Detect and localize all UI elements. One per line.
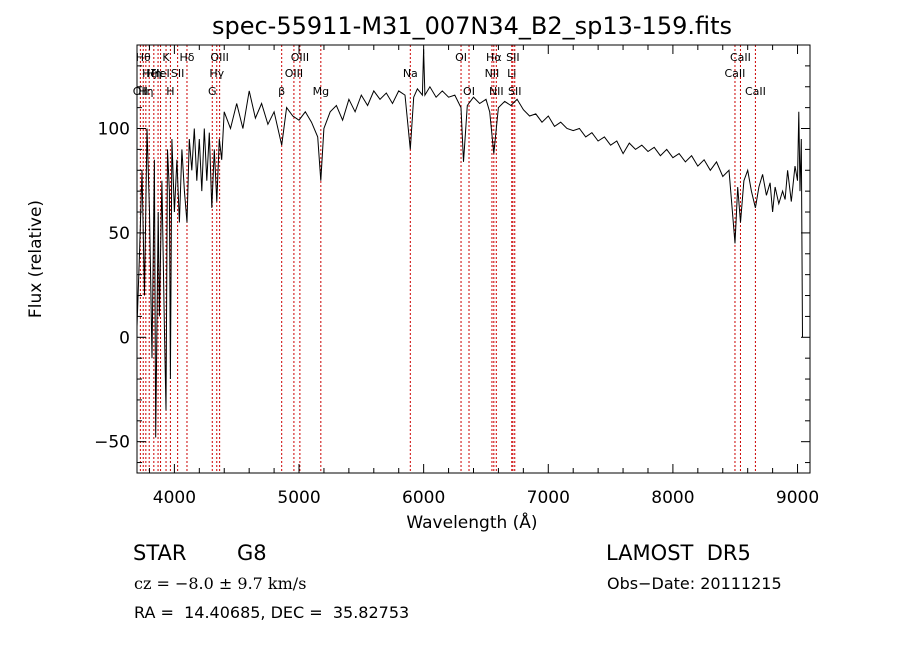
line-marker-label: SII [506, 51, 519, 64]
line-marker-label: SII [171, 67, 184, 80]
x-tick-label: 6000 [402, 488, 445, 508]
line-marker-label: HeI [151, 67, 169, 80]
survey-name: LAMOST DR5 [606, 541, 751, 565]
line-marker-label: OI [463, 85, 475, 98]
line-marker-label: Na [403, 67, 418, 80]
y-tick-label: 0 [119, 328, 130, 348]
line-marker-label: Hδ [179, 51, 194, 64]
line-marker-label: Hε [151, 67, 165, 80]
x-tick-label: 7000 [527, 488, 570, 508]
x-tick-label: 8000 [651, 488, 694, 508]
line-marker-label: Hη [146, 67, 161, 80]
line-marker-label: G [208, 85, 217, 98]
line-marker-label: β [278, 85, 285, 98]
line-marker-label: OI [455, 51, 467, 64]
spectrum-line [136, 49, 803, 438]
x-axis-ticks: 4000 5000 6000 7000 8000 9000 [148, 45, 819, 508]
x-tick-label: 9000 [776, 488, 819, 508]
line-marker-label: Li [507, 67, 516, 80]
observation-date: Obs−Date: 20111215 [607, 574, 782, 593]
line-marker-label: OIII [210, 51, 228, 64]
line-marker-label: CaII [730, 51, 751, 64]
x-axis-label: Wavelength (Å) [406, 511, 537, 533]
object-subclass: G8 [237, 541, 267, 565]
emission-line-labels: OIIHθHηHζHηHεHeIKHSIIHδGHγOIIIβOIIIOIIIM… [133, 51, 766, 98]
line-marker-label: Hζ [142, 67, 156, 80]
y-tick-label: 50 [108, 224, 130, 244]
line-marker-label: NII [485, 67, 500, 80]
line-marker-label: Mg [313, 85, 329, 98]
line-marker-label: CaII [725, 67, 746, 80]
coordinates: RA = 14.40685, DEC = 35.82753 [134, 603, 410, 622]
line-marker-label: Hθ [136, 51, 151, 64]
emission-line-markers [139, 45, 756, 473]
y-axis-ticks: −50 0 50 100 [94, 44, 810, 464]
y-tick-label: 100 [98, 120, 130, 140]
line-marker-label: CaII [745, 85, 766, 98]
line-marker-label: H [166, 85, 174, 98]
object-class: STAR [133, 541, 187, 565]
line-marker-label: K [162, 51, 170, 64]
chart-title: spec-55911-M31_007N34_B2_sp13-159.fits [212, 12, 732, 40]
line-marker-label: SII [508, 85, 521, 98]
y-tick-label: −50 [94, 433, 130, 453]
x-tick-label: 5000 [277, 488, 320, 508]
x-tick-label: 4000 [153, 488, 196, 508]
line-marker-label: OIII [291, 51, 309, 64]
line-marker-label: NII [489, 85, 504, 98]
line-marker-label: Hα [486, 51, 502, 64]
line-marker-label: Hη [138, 85, 153, 98]
line-marker-label: OIII [285, 67, 303, 80]
y-axis-label: Flux (relative) [26, 200, 46, 318]
line-marker-label: Hγ [209, 67, 224, 80]
redshift-velocity: cz = −8.0 ± 9.7 km/s [134, 574, 307, 593]
